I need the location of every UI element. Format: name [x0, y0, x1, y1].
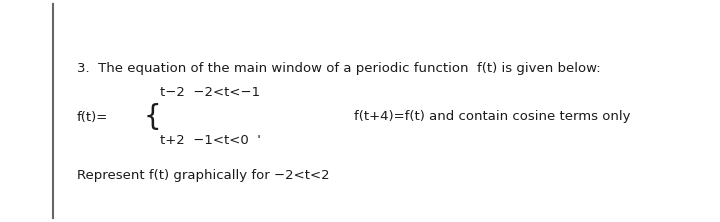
Text: {: { [144, 103, 161, 131]
Text: f(t+4)=f(t) and contain cosine terms only: f(t+4)=f(t) and contain cosine terms onl… [354, 110, 631, 123]
Text: t−2  −2<t<−1: t−2 −2<t<−1 [160, 86, 260, 99]
Text: t+2  −1<t<0  ': t+2 −1<t<0 ' [160, 135, 261, 147]
Text: Represent f(t) graphically for −2<t<2: Represent f(t) graphically for −2<t<2 [77, 169, 330, 182]
Text: f(t)=: f(t)= [77, 111, 108, 124]
Text: 3.  The equation of the main window of a periodic function  f(t) is given below:: 3. The equation of the main window of a … [77, 62, 600, 75]
